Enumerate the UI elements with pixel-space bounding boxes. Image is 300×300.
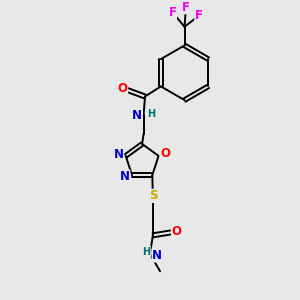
Text: F: F [182,1,190,14]
Text: O: O [160,147,170,160]
Text: N: N [132,109,142,122]
Text: O: O [118,82,128,95]
Text: N: N [152,249,162,262]
Text: N: N [120,170,130,183]
Text: H: H [142,247,151,257]
Text: F: F [195,9,203,22]
Text: S: S [148,189,157,203]
Text: F: F [168,6,176,19]
Text: N: N [113,148,124,161]
Text: H: H [147,109,155,119]
Text: O: O [172,224,182,238]
